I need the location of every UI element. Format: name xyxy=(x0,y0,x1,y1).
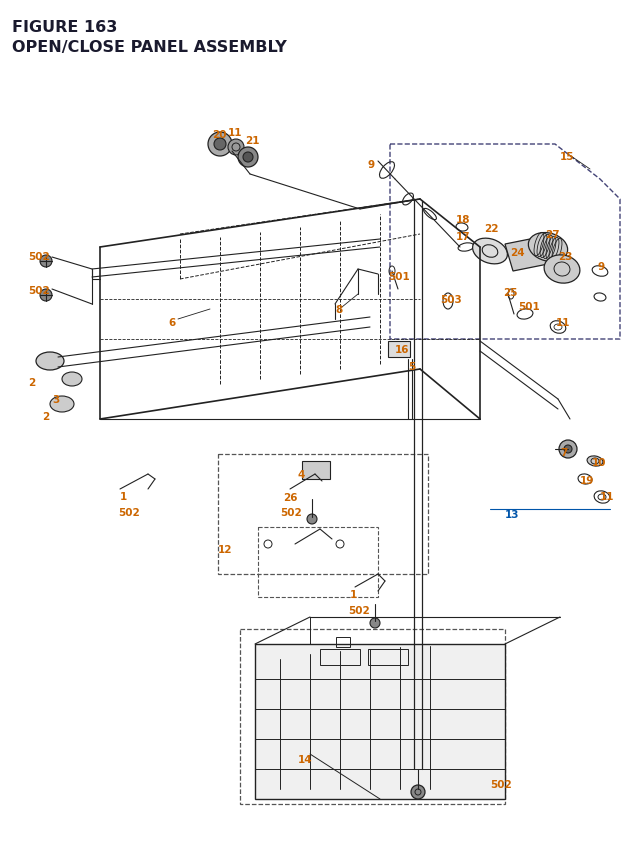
Text: 2: 2 xyxy=(42,412,49,422)
Text: 501: 501 xyxy=(388,272,410,282)
Text: 502: 502 xyxy=(490,779,512,789)
Circle shape xyxy=(214,139,226,151)
Text: 7: 7 xyxy=(560,448,568,457)
Text: 26: 26 xyxy=(283,492,298,503)
Text: 11: 11 xyxy=(556,318,570,328)
Bar xyxy=(388,342,410,357)
Circle shape xyxy=(370,618,380,629)
Bar xyxy=(218,455,428,574)
Text: 502: 502 xyxy=(28,286,50,295)
Text: 3: 3 xyxy=(52,394,60,405)
Bar xyxy=(320,649,360,666)
Circle shape xyxy=(559,441,577,458)
Text: 12: 12 xyxy=(218,544,232,554)
Text: 17: 17 xyxy=(456,232,470,242)
Bar xyxy=(336,637,350,647)
Circle shape xyxy=(307,514,317,524)
Circle shape xyxy=(228,139,244,156)
Circle shape xyxy=(40,289,52,301)
Text: 11: 11 xyxy=(228,127,243,138)
Text: 1: 1 xyxy=(120,492,127,501)
Bar xyxy=(240,629,505,804)
Text: 502: 502 xyxy=(348,605,370,616)
Text: 24: 24 xyxy=(510,248,525,257)
Text: 16: 16 xyxy=(395,344,410,355)
Circle shape xyxy=(564,445,572,454)
Circle shape xyxy=(40,256,52,268)
Ellipse shape xyxy=(50,397,74,412)
Text: 5: 5 xyxy=(408,362,415,372)
Ellipse shape xyxy=(472,238,508,264)
Text: 18: 18 xyxy=(456,214,470,225)
Text: FIGURE 163: FIGURE 163 xyxy=(12,20,117,35)
Text: 20: 20 xyxy=(212,130,227,139)
Text: 11: 11 xyxy=(600,492,614,501)
Bar xyxy=(255,644,505,799)
Circle shape xyxy=(243,152,253,163)
Polygon shape xyxy=(505,238,548,272)
Ellipse shape xyxy=(544,256,580,284)
Circle shape xyxy=(411,785,425,799)
Text: 9: 9 xyxy=(598,262,605,272)
Circle shape xyxy=(238,148,258,168)
Text: OPEN/CLOSE PANEL ASSEMBLY: OPEN/CLOSE PANEL ASSEMBLY xyxy=(12,40,287,55)
Circle shape xyxy=(208,133,232,157)
Text: 8: 8 xyxy=(335,305,342,314)
Text: 2: 2 xyxy=(28,378,35,387)
Text: 21: 21 xyxy=(245,136,259,146)
Text: 19: 19 xyxy=(580,475,595,486)
Text: 502: 502 xyxy=(118,507,140,517)
Text: 13: 13 xyxy=(505,510,520,519)
Text: 27: 27 xyxy=(545,230,559,239)
Text: 502: 502 xyxy=(280,507,301,517)
Ellipse shape xyxy=(529,233,568,263)
Text: 23: 23 xyxy=(558,251,573,262)
Bar xyxy=(302,461,330,480)
Text: 1: 1 xyxy=(350,589,357,599)
Text: 502: 502 xyxy=(28,251,50,262)
Text: 25: 25 xyxy=(503,288,518,298)
Ellipse shape xyxy=(587,456,603,467)
Text: 6: 6 xyxy=(168,318,175,328)
Text: 22: 22 xyxy=(484,224,499,233)
Text: 15: 15 xyxy=(560,152,575,162)
Bar xyxy=(368,649,408,666)
Ellipse shape xyxy=(62,373,82,387)
Text: 503: 503 xyxy=(440,294,461,305)
Text: 4: 4 xyxy=(298,469,305,480)
Ellipse shape xyxy=(36,353,64,370)
Bar xyxy=(258,528,378,598)
Text: 9: 9 xyxy=(368,160,375,170)
Text: 10: 10 xyxy=(592,457,607,468)
Text: 501: 501 xyxy=(518,301,540,312)
Text: 14: 14 xyxy=(298,754,312,764)
